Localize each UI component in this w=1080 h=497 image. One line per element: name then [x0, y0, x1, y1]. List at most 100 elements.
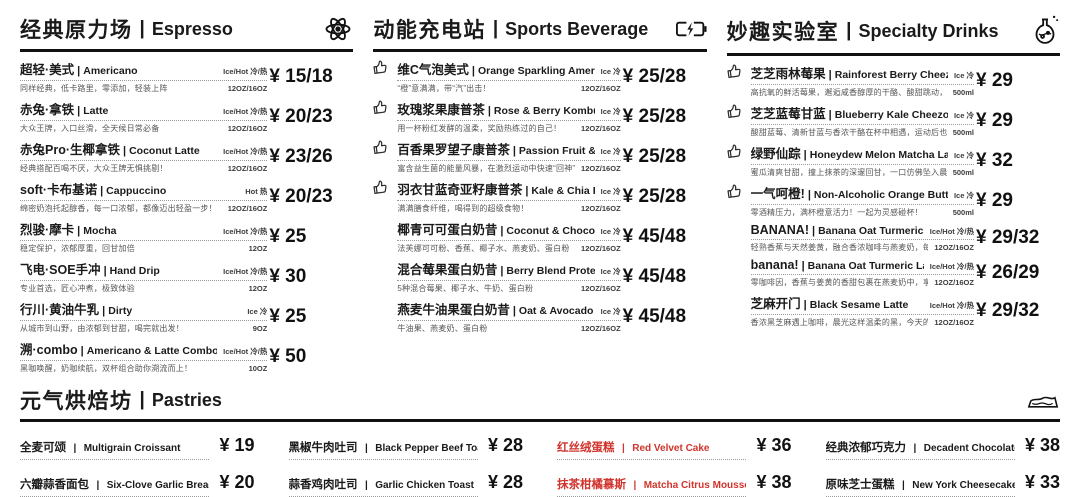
- item-size-spec: 12OZ/16OZ: [581, 244, 621, 253]
- item-name-cn: 超轻·美式: [20, 63, 75, 77]
- item-name-en: Dirty: [108, 305, 133, 317]
- item-size-spec: 12OZ/16OZ: [934, 243, 974, 252]
- section-title-en: Pastries: [151, 389, 222, 410]
- item-price: ¥ 25/28: [622, 145, 687, 167]
- item-name-en: Six-Clove Garlic Bread: [106, 480, 210, 491]
- item-name-en: Coconut & Chocolate Protein Shake: [506, 225, 595, 237]
- item-size-spec: 12OZ/16OZ: [227, 84, 268, 93]
- item-name-separator: |: [471, 65, 475, 77]
- item-title-row: 羽衣甘蓝奇亚籽康普茶 | Kale & Chia Kombucha Ice 冷: [397, 179, 621, 201]
- section-title-cn: 经典原力场: [20, 19, 133, 42]
- item-name-en: Garlic Chicken Toast: [375, 480, 474, 491]
- item-temp-spec: Ice/Hot 冷/热: [223, 107, 268, 116]
- pastry-item: 经典浓郁巧克力 | Decadent Chocolate Cake ¥ 38: [825, 435, 1060, 460]
- item-title-row: 飞电·SOE手冲 | Hand Drip Ice/Hot 冷/热: [20, 259, 268, 281]
- item-title-row: 行川·黄油牛乳 | Dirty Ice 冷: [20, 299, 268, 321]
- item-detail-row: 富含益生菌的能量风暴，在激烈运动中快速“回神”！ 12OZ/16OZ: [397, 161, 620, 174]
- item-detail-row: 酸甜蓝莓、清新甘蓝与香浓干酪在杯中相遇，运动后也享轻盈。 500ml: [751, 125, 974, 138]
- item-price: ¥ 23/26: [269, 145, 333, 167]
- pastry-name: 全麦可颂 | Multigrain Croissant: [20, 438, 210, 460]
- item-detail-row: 用一杯粉红发酵的温柔，奖励热练过的自己！ 12OZ/16OZ: [397, 121, 620, 134]
- pastry-name: 黑椒牛肉吐司 | Black Pepper Beef Toast: [288, 438, 478, 460]
- item-temp-spec: Ice 冷: [600, 67, 621, 76]
- menu-item: 烈骏·摩卡 | Mocha Ice/Hot 冷/热 稳定保护，浓郁厚重，回甘加倍…: [20, 219, 353, 254]
- item-price: ¥ 30: [269, 265, 307, 287]
- item-name-separator: |: [803, 149, 807, 161]
- item-temp-spec: Ice 冷: [600, 147, 621, 156]
- item-name-en: Blueberry Kale Cheezo: [834, 109, 948, 121]
- item-size-spec: 12OZ/16OZ: [581, 284, 621, 293]
- item-description: 富含益生菌的能量风暴，在激烈运动中快速“回神”！: [397, 164, 576, 173]
- section-title-en: Specialty Drinks: [858, 20, 999, 41]
- pastry-name: 原味芝士蛋糕 | New York Cheesecake: [825, 475, 1015, 497]
- item-name-en: Banana Oat Turmeric Latte(Caffeine-Free): [807, 260, 924, 272]
- menu-item: 维C气泡美式 | Orange Sparkling Americano Ice …: [373, 59, 706, 94]
- section-pastries: 元气烘焙坊 | Pastries 全麦可颂 | Multigrain Crois…: [0, 379, 1080, 497]
- cake-slice-icon: [1026, 390, 1060, 410]
- menu-item: 行川·黄油牛乳 | Dirty Ice 冷 从城市到山野，由浓郁到甘甜，喝完就出…: [20, 299, 353, 334]
- menu-item: soft·卡布基诺 | Cappuccino Hot 热 绵密奶泡托起醇香，每一…: [20, 179, 353, 214]
- battery-charging-icon: [675, 18, 707, 40]
- item-temp-spec: Ice/Hot 冷/热: [929, 227, 974, 236]
- item-price: ¥ 38: [1024, 435, 1060, 455]
- item-detail-row: 高抗氧的鲜活莓果，邂逅咸香醇厚的干酪、酸甜跳动，活力无限！ 500ml: [751, 85, 974, 98]
- item-name-en: Americano & Latte Combo: [86, 345, 218, 357]
- item-name-cn: 绿野仙踪: [750, 147, 801, 161]
- item-description: 稳定保护，浓郁厚重，回甘加倍: [20, 244, 135, 253]
- menu-item: BANANA! | Banana Oat Turmeric Latte Ice/…: [750, 223, 1060, 253]
- item-detail-row: 5种混合莓果、椰子水、牛奶、蛋白粉 12OZ/16OZ: [397, 281, 620, 294]
- item-name-en: Red Velvet Cake: [632, 443, 710, 454]
- section-sports-beverage: 动能充电站 | Sports Beverage 维C气泡美式 | O: [372, 14, 707, 379]
- item-name-cn: 原味芝士蛋糕: [825, 479, 895, 491]
- item-name-cn: 全麦可颂: [20, 442, 66, 454]
- item-description: 轻熟香蕉与天然姜黄，融合香浓咖啡与燕麦奶，每个周末，喝一口活力的滋味！: [750, 243, 929, 252]
- item-name-separator: |: [500, 265, 504, 277]
- item-detail-row: 经典搭配百喝不厌，大众王牌无惧挑剔！ 12OZ/16OZ: [20, 161, 267, 174]
- thumbs-up-icon: [372, 138, 390, 160]
- item-description: 专业首选，匠心冲煮，极致体验: [20, 284, 135, 293]
- item-price: ¥ 38: [756, 472, 792, 492]
- item-description: 牛油果、燕麦奶、蛋白粉: [397, 324, 488, 333]
- pastry-name: 抹茶柑橘慕斯 | Matcha Citrus Mousse: [557, 475, 747, 497]
- pastry-item: 红丝绒蛋糕 | Red Velvet Cake ¥ 36: [557, 435, 792, 460]
- item-title-row: 椰青可可蛋白奶昔 | Coconut & Chocolate Protein S…: [397, 219, 621, 241]
- item-size-spec: 500ml: [952, 88, 974, 97]
- item-name-cn: 芝芝蓝莓甘蓝: [750, 107, 826, 121]
- item-description: 法芙娜可可粉、香蕉、椰子水、燕麦奶、蛋白粉: [397, 244, 570, 253]
- item-name-cn: 溯·combo: [20, 343, 78, 357]
- item-price: ¥ 50: [269, 345, 307, 367]
- item-name-en: New York Cheesecake: [912, 480, 1015, 491]
- section-title-en: Espresso: [151, 18, 233, 39]
- item-name-separator: |: [807, 189, 811, 201]
- item-name-separator: |: [80, 345, 84, 357]
- item-description: 高抗氧的鲜活莓果，邂逅咸香醇厚的干酪、酸甜跳动，活力无限！: [750, 88, 947, 97]
- item-size-spec: 12OZ: [248, 244, 268, 253]
- menu-item: 绿野仙踪 | Honeydew Melon Matcha Latte Ice 冷…: [727, 143, 1060, 178]
- item-name-separator: |: [102, 305, 106, 317]
- item-title-row: 绿野仙踪 | Honeydew Melon Matcha Latte Ice 冷: [750, 143, 974, 165]
- item-price: ¥ 29/32: [975, 299, 1040, 321]
- item-name-cn: 芝芝雨林莓果: [750, 67, 826, 81]
- item-title-row: 玫瑰浆果康普茶 | Rose & Berry Kombucha Ice 冷: [397, 99, 621, 121]
- item-temp-spec: Ice/Hot 冷/热: [223, 147, 268, 156]
- item-name-separator: |: [828, 69, 832, 81]
- item-name-separator: |: [512, 145, 516, 157]
- item-name-cn: 蒜香鸡肉吐司: [288, 479, 358, 491]
- pastry-item: 蒜香鸡肉吐司 | Garlic Chicken Toast ¥ 28: [288, 472, 523, 497]
- item-description: 零咖啡因，香蕉与姜黄的香甜包裹在燕麦奶中，享受舒缓一刻！: [750, 278, 929, 287]
- item-price: ¥ 20: [219, 472, 255, 492]
- item-temp-spec: Ice 冷: [600, 267, 621, 276]
- item-title-row: 赤兔·拿铁 | Latte Ice/Hot 冷/热: [20, 99, 268, 121]
- item-temp-spec: Ice 冷: [953, 191, 974, 200]
- item-name-en: Rose & Berry Kombucha: [493, 105, 595, 117]
- item-price: ¥ 45/48: [622, 265, 687, 287]
- item-name-cn: 六瓣蒜香面包: [20, 479, 89, 491]
- item-name-en: Non-Alcoholic Orange Butter Beer: [813, 189, 948, 201]
- item-temp-spec: Ice 冷: [953, 151, 974, 160]
- item-price: ¥ 19: [219, 435, 255, 455]
- item-size-spec: 12OZ/16OZ: [581, 84, 621, 93]
- item-name-separator: |: [500, 225, 504, 237]
- item-detail-row: 稳定保护，浓郁厚重，回甘加倍 12OZ: [20, 241, 267, 254]
- item-detail-row: “橙”意满满，带“汽”出击！ 12OZ/16OZ: [397, 81, 620, 94]
- item-detail-row: 绵密奶泡托起醇香，每一口浓郁，都像迈出轻盈一步！ 12OZ/16OZ: [20, 201, 267, 214]
